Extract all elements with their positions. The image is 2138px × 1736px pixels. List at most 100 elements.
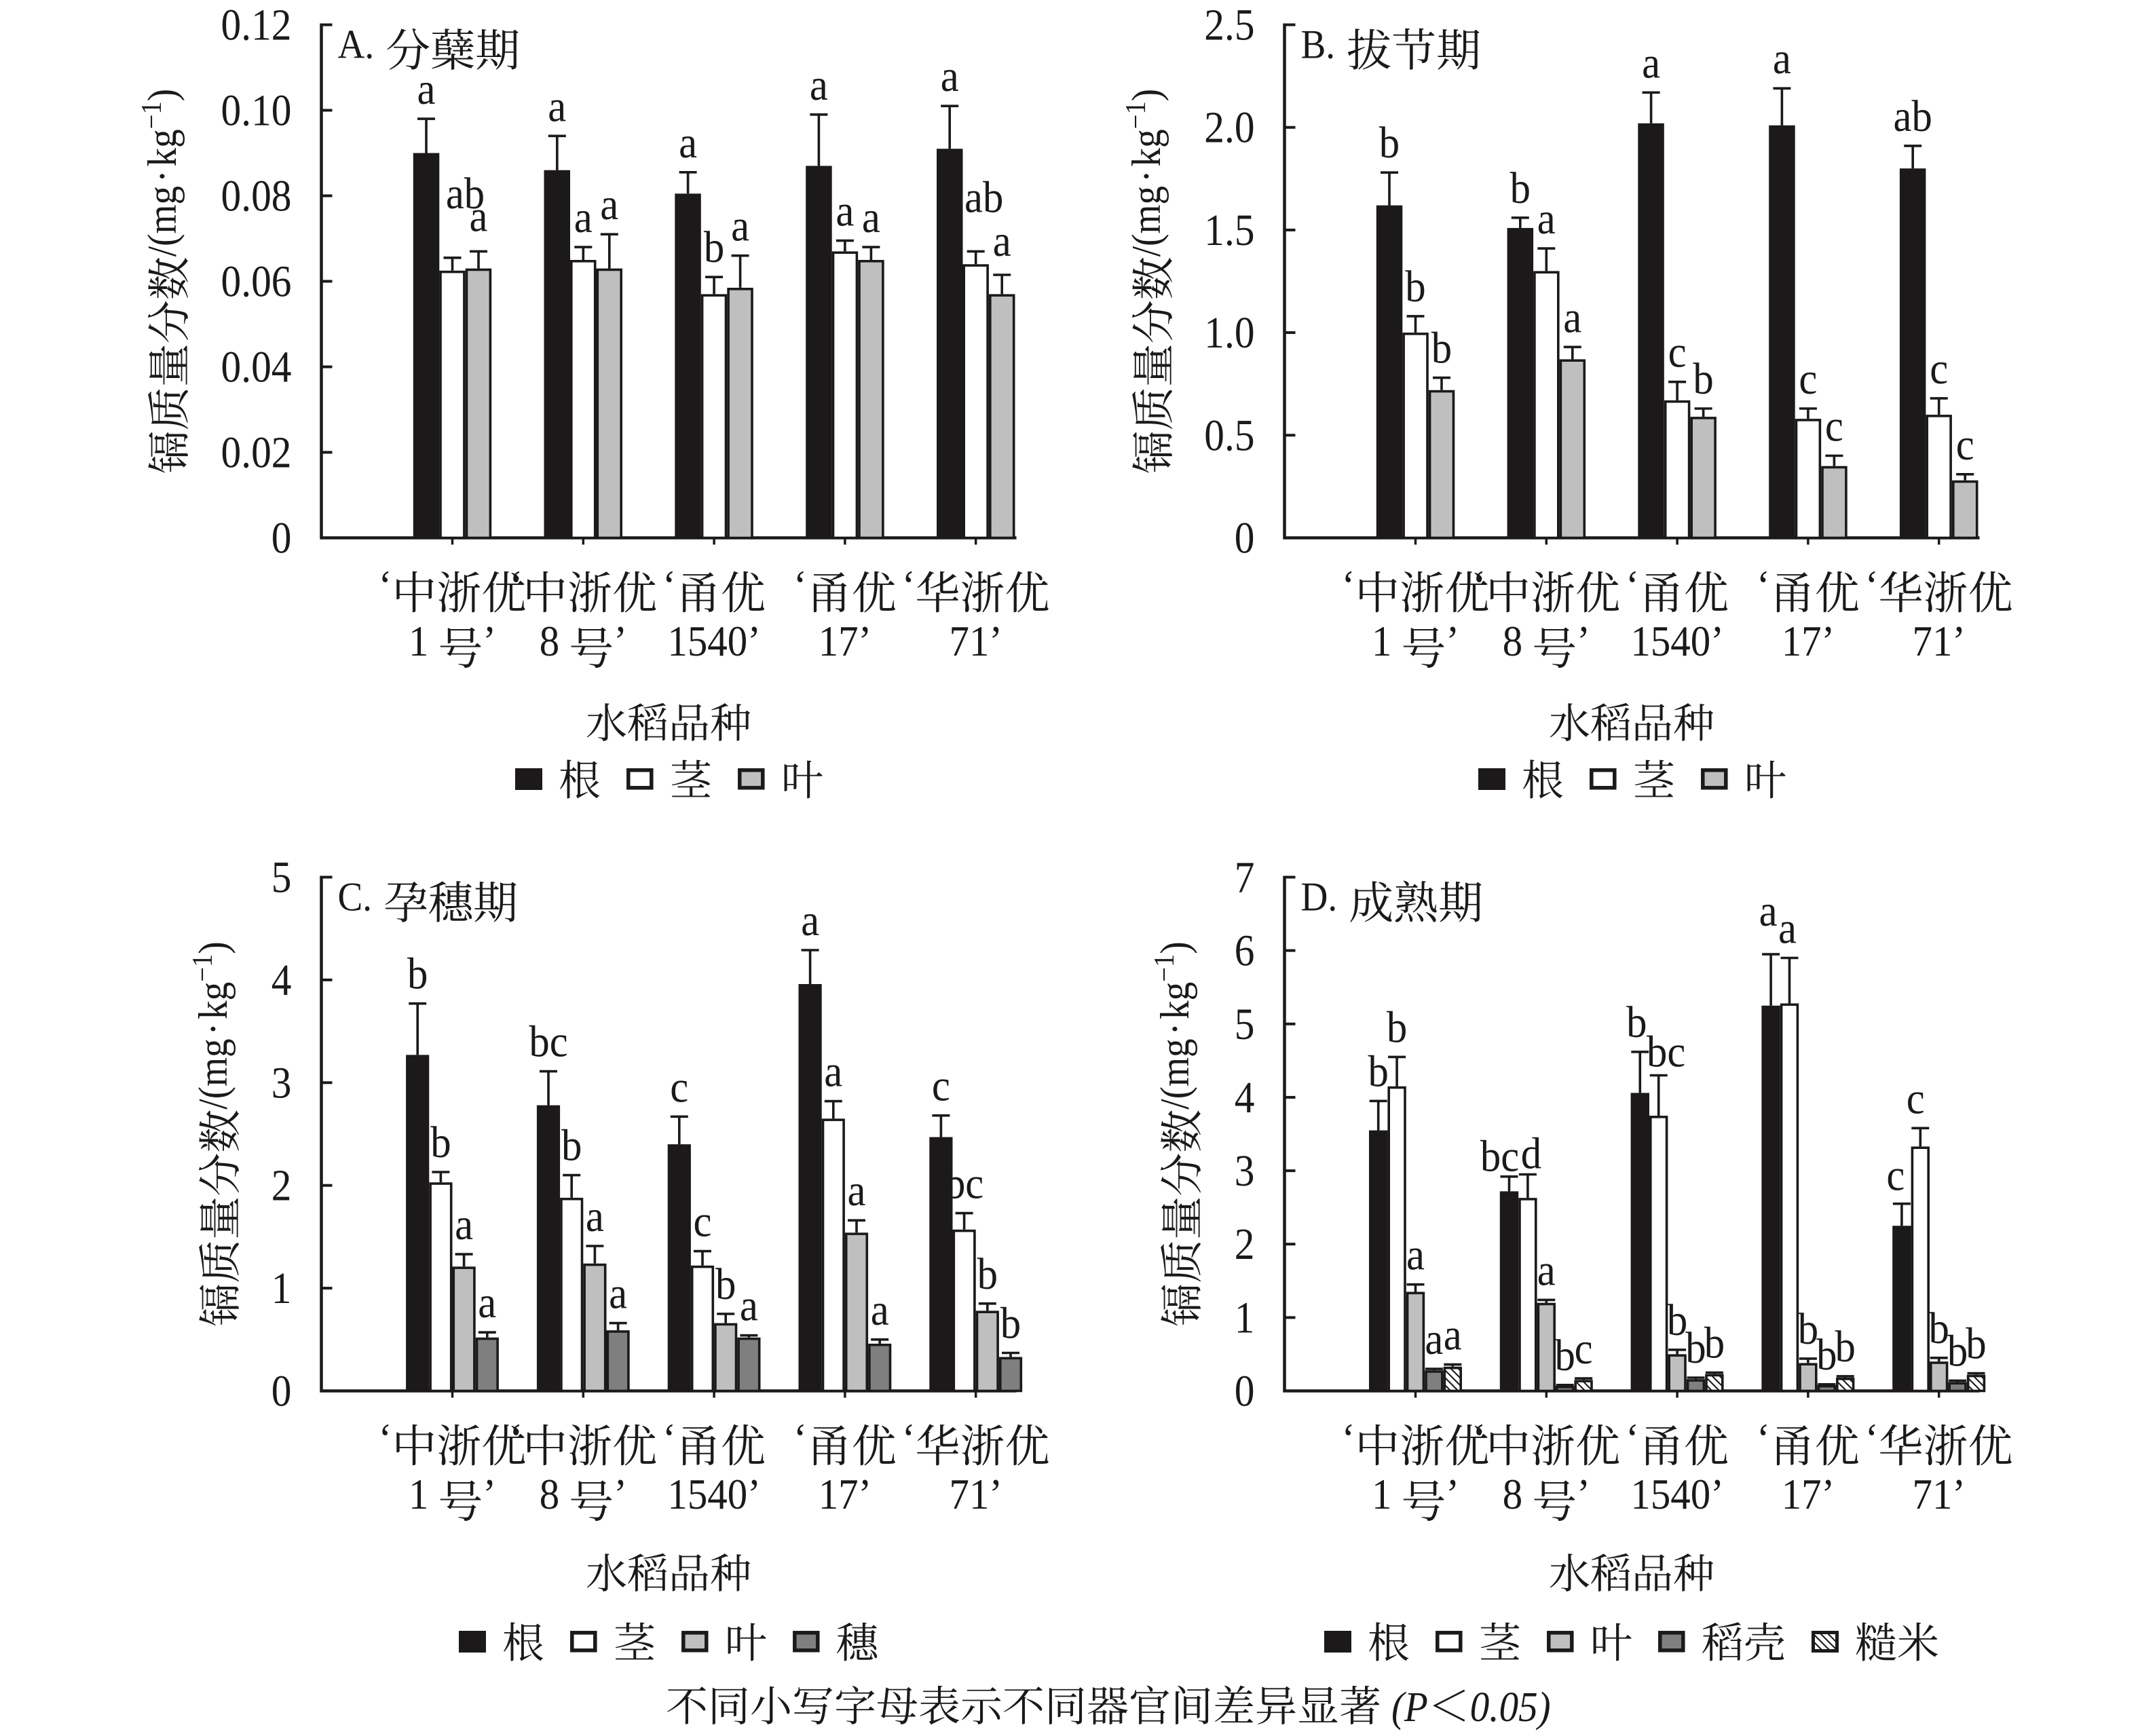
svg-text:a: a: [478, 1278, 496, 1327]
svg-text:0.06: 0.06: [221, 257, 292, 307]
svg-text:·: ·: [1152, 1023, 1197, 1035]
svg-text:’: ’: [989, 617, 1002, 665]
svg-text:a: a: [1537, 1245, 1556, 1295]
svg-text:1: 1: [271, 1264, 292, 1313]
svg-text:’: ’: [1822, 1470, 1835, 1518]
svg-text:17: 17: [1782, 617, 1822, 665]
svg-text:b: b: [1405, 262, 1425, 312]
svg-text:a: a: [1759, 886, 1778, 936]
svg-text:c: c: [1956, 420, 1974, 470]
svg-text:3: 3: [1235, 1146, 1255, 1196]
svg-text:1: 1: [409, 1470, 428, 1518]
svg-text:c: c: [932, 1061, 950, 1111]
svg-text:a: a: [1425, 1315, 1443, 1364]
svg-text:‘: ‘: [1626, 1414, 1639, 1463]
svg-text:‘: ‘: [1342, 1414, 1355, 1463]
svg-text:’: ’: [1952, 1470, 1966, 1518]
svg-text:): ): [191, 941, 236, 954]
svg-text:a: a: [871, 1285, 889, 1335]
svg-text:‘: ‘: [1626, 561, 1639, 609]
svg-text:4: 4: [271, 956, 292, 1005]
svg-text:b: b: [430, 1118, 451, 1167]
svg-text:71: 71: [950, 1470, 990, 1518]
svg-text:a: a: [1778, 904, 1797, 954]
svg-text:c: c: [1930, 344, 1948, 394]
svg-text:b: b: [1798, 1304, 1818, 1354]
svg-text:a: a: [1537, 194, 1556, 244]
svg-text:’: ’: [859, 1470, 872, 1518]
svg-text:‘: ‘: [1757, 1414, 1770, 1463]
svg-text:b: b: [1000, 1299, 1021, 1348]
svg-text:b: b: [1704, 1319, 1725, 1368]
svg-text:): ): [1152, 941, 1197, 954]
svg-text:5: 5: [271, 853, 292, 903]
svg-text:b: b: [1816, 1330, 1837, 1380]
svg-text:‘: ‘: [379, 1414, 392, 1463]
svg-text:1540: 1540: [667, 617, 747, 665]
svg-text:b: b: [1387, 1002, 1407, 1052]
svg-text:a: a: [470, 191, 488, 241]
svg-text:kg: kg: [1124, 129, 1169, 166]
svg-text:kg: kg: [140, 129, 185, 166]
svg-text:bc: bc: [1480, 1132, 1519, 1182]
svg-text:0.05): 0.05): [1470, 1684, 1551, 1731]
svg-text:‘: ‘: [902, 1414, 916, 1463]
svg-text:5: 5: [1235, 1000, 1255, 1049]
svg-text:ab: ab: [1894, 92, 1932, 141]
svg-text:ab: ab: [446, 169, 485, 219]
svg-text:1: 1: [1235, 1293, 1255, 1342]
svg-text:a: a: [941, 52, 959, 101]
svg-text:71: 71: [1913, 617, 1953, 665]
svg-text:’: ’: [1952, 617, 1966, 665]
svg-text:’: ’: [859, 617, 872, 665]
svg-text:‘: ‘: [793, 1414, 807, 1463]
svg-text:c: c: [1825, 402, 1843, 451]
svg-text:A.: A.: [338, 22, 375, 67]
svg-text:1540: 1540: [1630, 1470, 1710, 1518]
svg-text:b: b: [1431, 324, 1452, 373]
svg-text:b: b: [715, 1260, 736, 1309]
svg-text:‘: ‘: [1865, 561, 1879, 609]
svg-text:b: b: [1947, 1326, 1968, 1376]
svg-text:B.: B.: [1301, 22, 1336, 67]
svg-text:1540: 1540: [1630, 617, 1710, 665]
svg-text:d: d: [1521, 1129, 1541, 1179]
svg-text:0.10: 0.10: [221, 86, 292, 136]
svg-text:a: a: [848, 1166, 866, 1215]
svg-text:8: 8: [540, 617, 559, 665]
svg-text:a: a: [1642, 38, 1660, 88]
svg-text:4: 4: [1235, 1073, 1255, 1122]
svg-text:a: a: [993, 216, 1011, 266]
svg-text:’: ’: [483, 1470, 496, 1518]
svg-text:’: ’: [1446, 1470, 1459, 1518]
svg-text:a: a: [1406, 1230, 1425, 1280]
svg-text:0.5: 0.5: [1204, 411, 1254, 460]
svg-text:b: b: [1510, 164, 1531, 213]
svg-text:8: 8: [1503, 617, 1522, 665]
svg-text:8: 8: [540, 1470, 559, 1518]
svg-text:a: a: [824, 1047, 842, 1097]
svg-text:b: b: [704, 223, 724, 272]
svg-text:’: ’: [1710, 617, 1724, 665]
svg-text:/(mg: /(mg: [191, 1038, 236, 1109]
svg-text:’: ’: [1577, 1470, 1590, 1518]
svg-text:a: a: [862, 193, 880, 242]
svg-text:·: ·: [191, 1023, 236, 1035]
svg-text:0: 0: [271, 514, 292, 563]
svg-text:‘: ‘: [379, 561, 392, 609]
svg-text:kg: kg: [191, 982, 236, 1019]
svg-text:’: ’: [1822, 617, 1835, 665]
svg-text:c: c: [1668, 328, 1687, 377]
svg-text:c: c: [1886, 1151, 1905, 1201]
svg-text:1540: 1540: [667, 1470, 747, 1518]
svg-text:/(mg: /(mg: [1152, 1038, 1197, 1109]
svg-text:a: a: [679, 118, 697, 168]
svg-text:b: b: [1929, 1304, 1949, 1353]
svg-text:D.: D.: [1301, 875, 1338, 920]
svg-text:bc: bc: [529, 1017, 567, 1067]
svg-text:1: 1: [1372, 617, 1391, 665]
svg-text:c: c: [694, 1197, 712, 1247]
svg-text:‘: ‘: [510, 1414, 523, 1463]
svg-text:‘: ‘: [1757, 561, 1770, 609]
svg-text:2.0: 2.0: [1204, 103, 1254, 153]
